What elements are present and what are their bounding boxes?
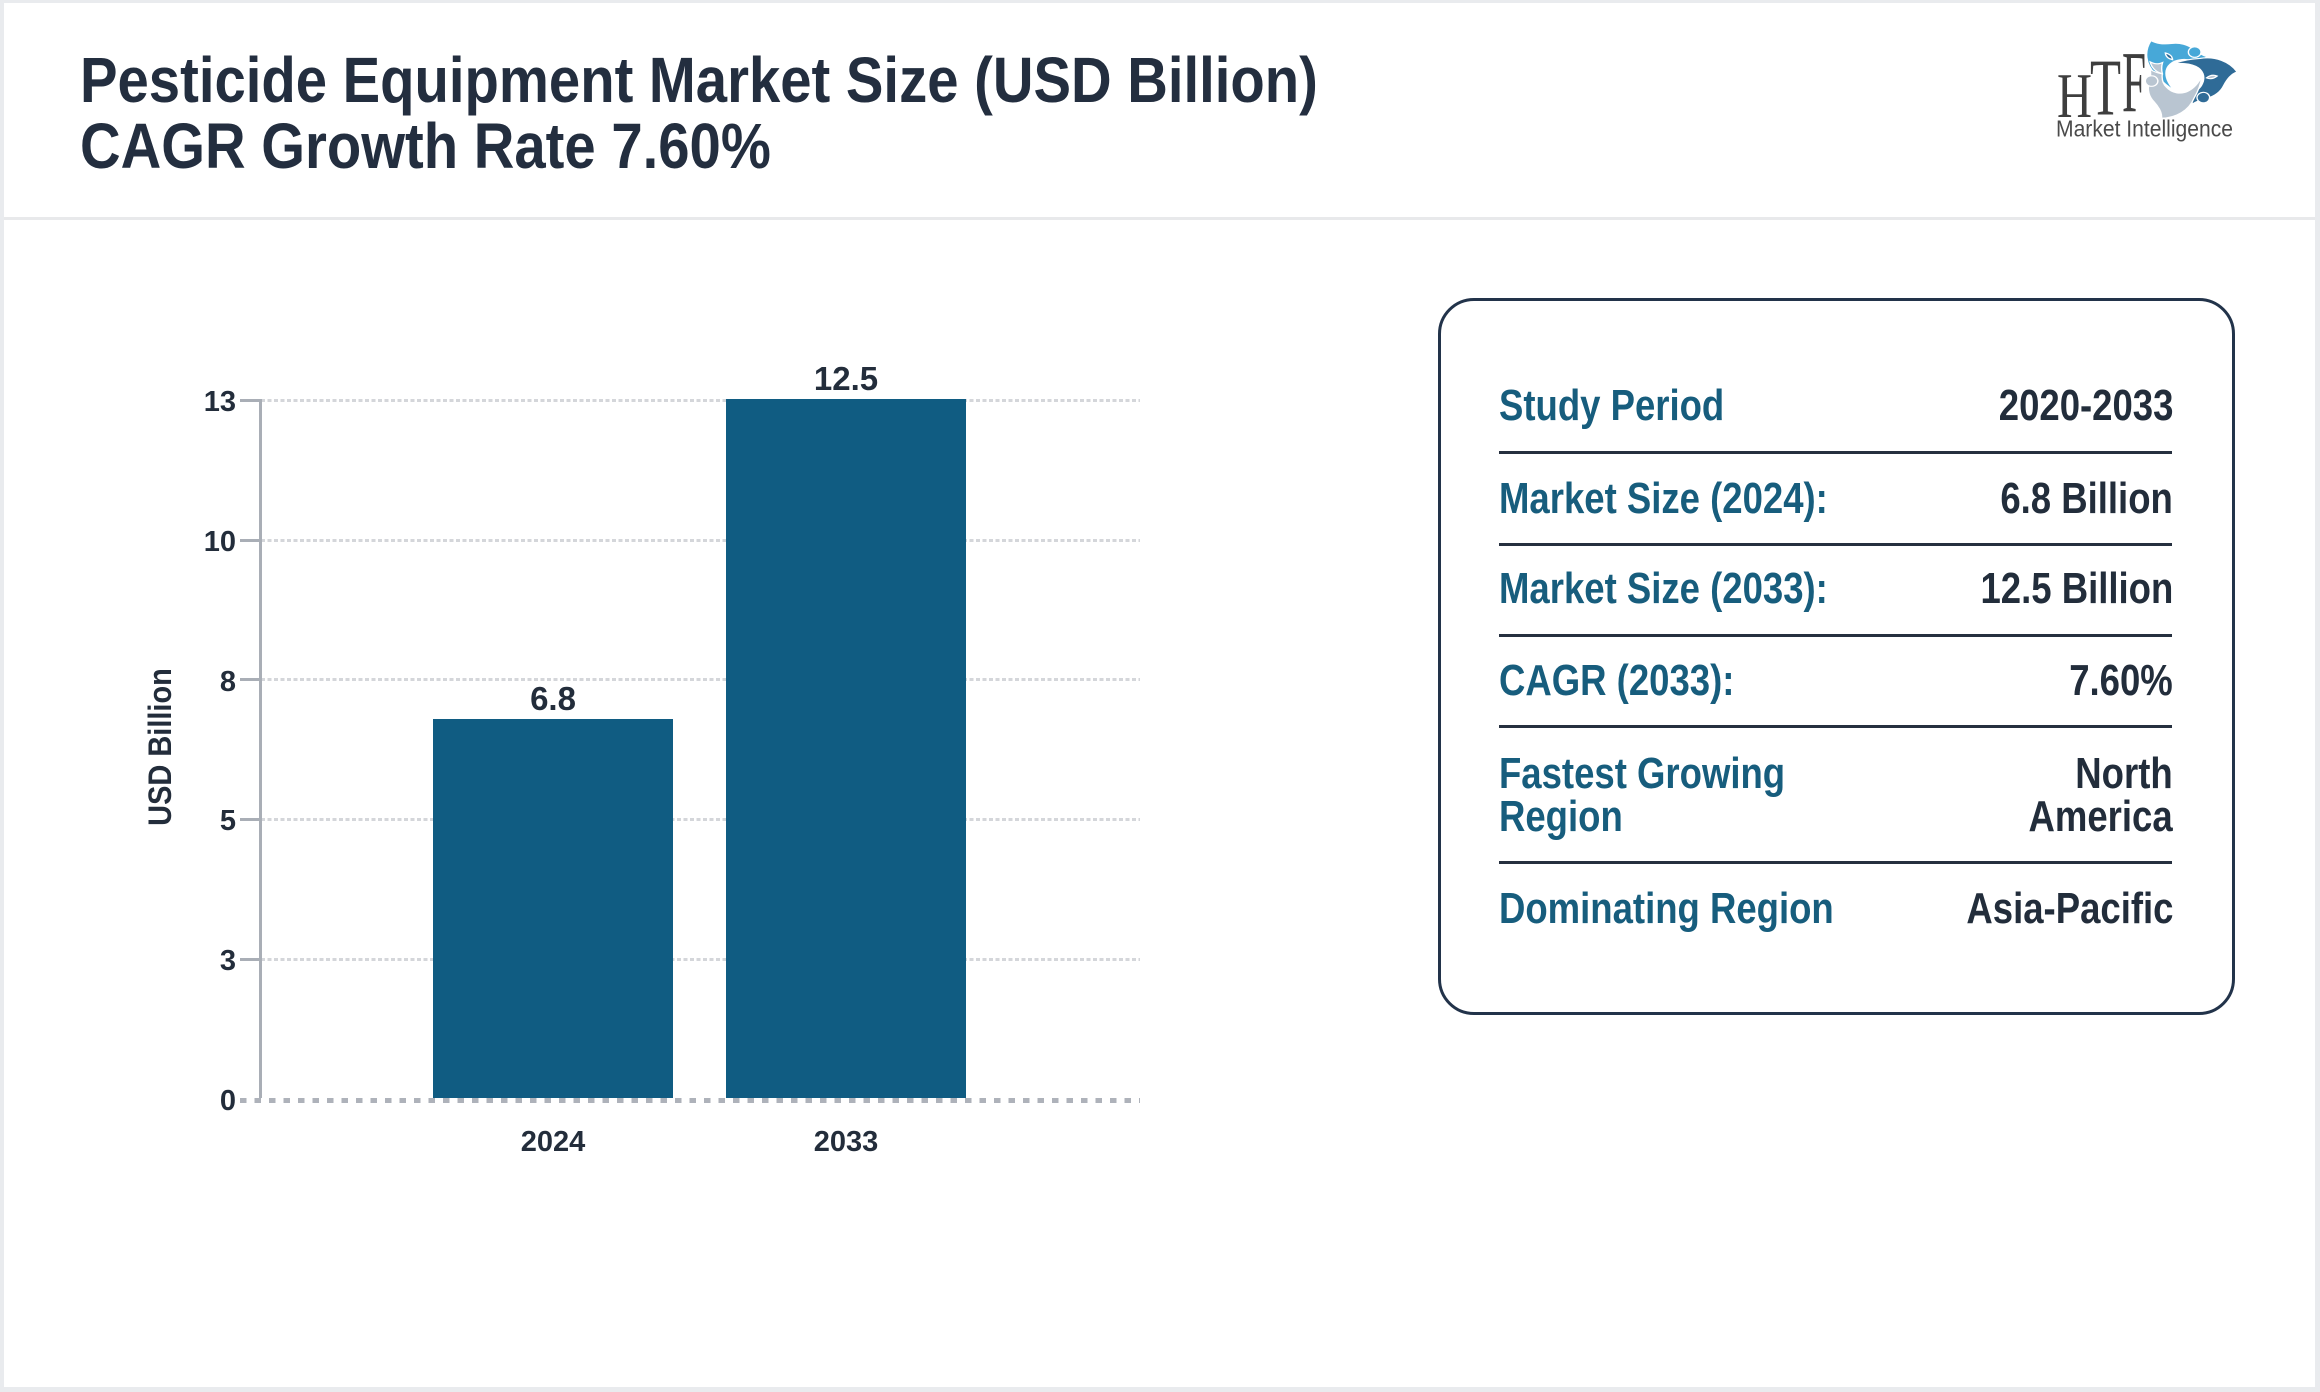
svg-text:F: F [2122,33,2146,130]
svg-text:H: H [2057,60,2092,131]
svg-text:T: T [2090,45,2121,133]
svg-text:Market Intelligence: Market Intelligence [2056,116,2233,142]
